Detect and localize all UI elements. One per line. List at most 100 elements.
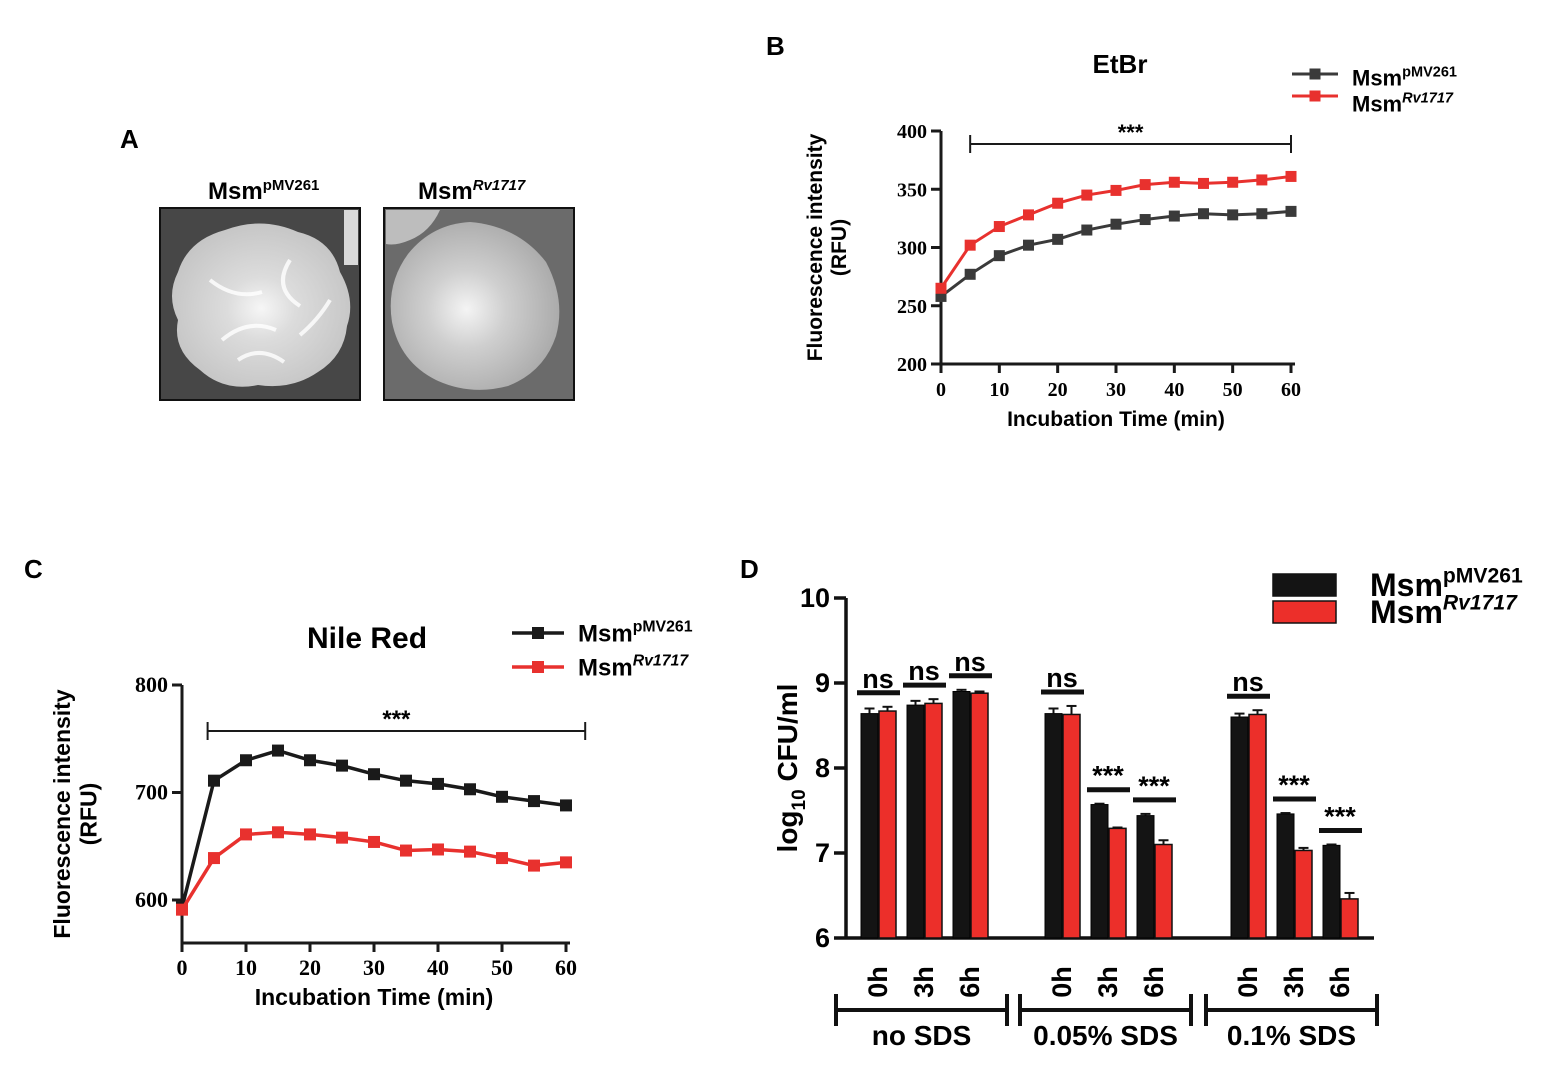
data-point-0 [304, 754, 316, 767]
legend-label-1: MsmRv1717 [578, 652, 689, 681]
data-point-1 [272, 826, 284, 839]
y-axis-label-line1: Fluorescence intensity [804, 133, 827, 361]
panel-a: A MsmpMV261 MsmRv1717 [120, 124, 575, 401]
data-point-0 [1227, 209, 1239, 221]
data-point-0 [560, 799, 572, 812]
data-point-0 [993, 250, 1005, 262]
data-point-1 [1139, 179, 1151, 191]
timepoint-label: 3h [909, 966, 939, 998]
data-point-1 [304, 828, 316, 841]
significance-label: ns [862, 664, 894, 694]
data-point-1 [1256, 174, 1268, 186]
data-point-1 [208, 852, 220, 865]
bar-pmv261 [860, 713, 879, 939]
x-tick-label: 30 [1106, 379, 1126, 401]
x-tick-label: 10 [235, 955, 257, 980]
x-tick-label: 20 [1048, 379, 1068, 401]
legend-label-1-sup: Rv1717 [633, 652, 690, 669]
group-label: 0.05% SDS [1033, 1020, 1178, 1051]
bar-pmv261 [1044, 713, 1063, 939]
x-tick-label: 40 [1164, 379, 1184, 401]
y-axis-label-sub: 10 [789, 789, 810, 810]
data-point-1 [1110, 184, 1122, 196]
data-point-1 [1081, 189, 1093, 201]
data-point-1 [1198, 177, 1209, 189]
significance-label: ns [1232, 667, 1264, 697]
legend-marker-0 [1309, 68, 1321, 80]
data-point-1 [368, 835, 380, 848]
x-tick-label: 40 [427, 955, 449, 980]
y-axis-label-line2: (RFU) [75, 783, 101, 846]
chart-b: 200 250 300 350 400 0 10 20 30 40 50 60 Incubation T… [804, 49, 1457, 431]
data-point-0 [1139, 214, 1151, 226]
y-tick-label: 7 [815, 838, 830, 868]
legend-label-1-main: Msm [1370, 594, 1443, 630]
data-point-1 [400, 844, 412, 857]
y-axis-label: Fluorescence intensity(RFU) [49, 689, 101, 938]
significance-label: ns [954, 647, 986, 677]
bar-rv1717 [1108, 827, 1127, 939]
panel-a-letter: A [120, 124, 139, 154]
timepoint-label: 6h [1325, 966, 1355, 998]
y-tick-label: 9 [815, 668, 830, 698]
x-tick-label: 50 [491, 955, 513, 980]
colony-image-rv1717 [383, 207, 575, 401]
significance-label: *** [1118, 120, 1144, 145]
bar-rv1717 [924, 702, 943, 939]
data-point-0 [464, 783, 476, 796]
legend-label-1: MsmRv1717 [1352, 90, 1454, 116]
legend-label-0-sup: pMV261 [633, 618, 693, 635]
panel-c-letter: C [24, 554, 43, 584]
y-tick-label: 300 [897, 238, 927, 260]
legend-marker-1 [1309, 90, 1321, 102]
timepoint-label: 0h [863, 966, 893, 998]
y-axis-label-line2: (RFU) [828, 219, 851, 276]
colony-image-pmv261 [159, 207, 361, 401]
bar-rv1717 [1248, 713, 1267, 939]
legend-label-1-main: Msm [578, 654, 633, 681]
significance-label: *** [1092, 761, 1124, 791]
image-2-label: MsmRv1717 [418, 177, 526, 205]
timepoint-label: 3h [1093, 966, 1123, 998]
y-axis-label: log10 CFU/ml [772, 684, 810, 853]
x-axis-label: Incubation Time (min) [255, 984, 494, 1010]
y-axis-label: Fluorescence intensity(RFU) [804, 133, 851, 361]
data-point-1 [1052, 197, 1064, 209]
data-point-1 [528, 859, 540, 872]
data-point-0 [240, 754, 252, 767]
data-point-1 [432, 843, 444, 856]
data-point-1 [935, 282, 947, 294]
bar-rv1717 [878, 710, 897, 939]
y-tick-label: 6 [815, 923, 830, 953]
data-point-1 [560, 856, 572, 869]
timepoint-label: 6h [955, 966, 985, 998]
legend-label-1-main: Msm [1352, 92, 1402, 117]
bar-pmv261 [1230, 716, 1249, 939]
x-tick-label: 10 [989, 379, 1009, 401]
data-point-0 [1081, 224, 1093, 236]
data-point-1 [240, 828, 252, 841]
y-tick-label: 700 [135, 780, 168, 805]
data-point-0 [432, 777, 444, 790]
data-point-1 [993, 221, 1005, 233]
y-tick-label: 800 [135, 672, 168, 697]
legend-label-1: MsmRv1717 [1370, 592, 1518, 630]
bar-rv1717 [1062, 713, 1081, 939]
bar-pmv261 [952, 691, 971, 939]
data-point-1 [964, 239, 976, 251]
data-point-0 [400, 774, 412, 787]
timepoint-label: 3h [1279, 966, 1309, 998]
y-tick-label: 250 [897, 296, 927, 318]
timepoint-label: 6h [1139, 966, 1169, 998]
bar-pmv261 [906, 704, 925, 939]
data-point-0 [1023, 239, 1034, 251]
legend-marker-1 [532, 661, 544, 673]
data-point-1 [1023, 209, 1034, 221]
group-label: no SDS [872, 1020, 972, 1051]
data-point-0 [272, 744, 284, 757]
group-label: 0.1% SDS [1227, 1020, 1356, 1051]
panel-b: B 200 250 300 350 400 0 10 20 30 40 50 60 Incubation… [766, 31, 1457, 431]
data-point-0 [496, 790, 508, 803]
